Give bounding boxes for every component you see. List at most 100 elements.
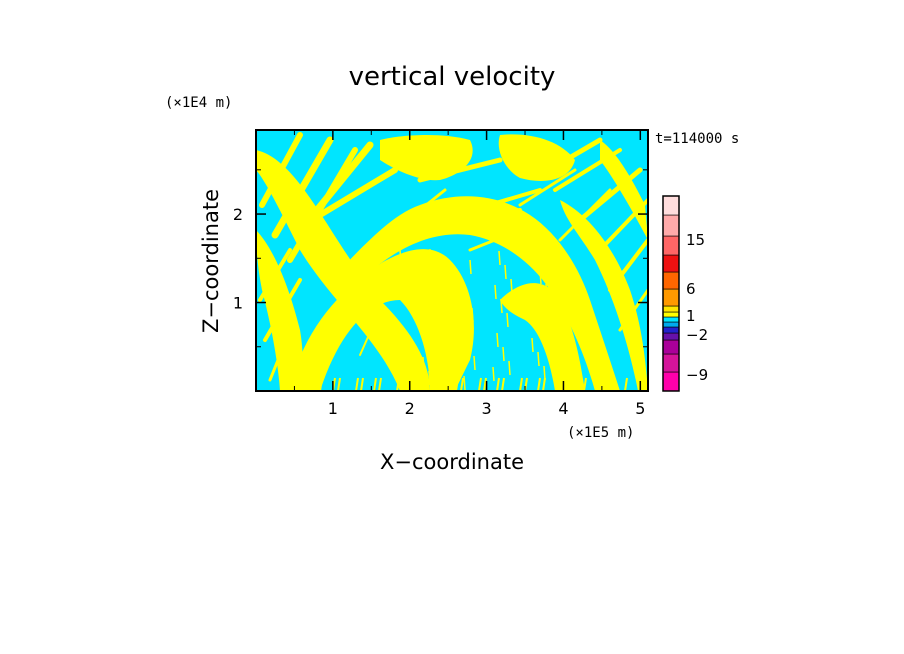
updraft-streak xyxy=(500,298,503,314)
updraft-streak xyxy=(360,377,364,391)
updraft-streak xyxy=(468,228,522,252)
updraft-streak xyxy=(496,377,500,391)
updraft-streak xyxy=(583,377,587,391)
updraft-streak xyxy=(537,351,540,367)
updraft-streak xyxy=(537,137,603,178)
time-label: t=114000 s xyxy=(655,131,739,147)
updraft-streak xyxy=(401,377,405,391)
updraft-streak xyxy=(535,303,538,319)
colorbar-swatch xyxy=(662,332,680,341)
updraft-streak xyxy=(424,274,427,290)
updraft-streak xyxy=(508,360,511,376)
updraft-streak xyxy=(422,356,425,372)
colorbar-swatch xyxy=(662,195,680,216)
updraft-streak xyxy=(624,377,628,391)
plot-frame xyxy=(255,129,649,392)
colorbar-tick-label: 6 xyxy=(686,280,696,298)
updraft-streak xyxy=(301,141,374,229)
x-axis: 1 2 3 4 5 xyxy=(293,130,645,418)
updraft-streak xyxy=(432,336,435,352)
chart-title: vertical velocity xyxy=(349,62,556,92)
colorbar-swatch xyxy=(662,288,680,307)
updraft-streak xyxy=(461,327,464,343)
updraft-streak xyxy=(263,278,302,342)
updraft-streak xyxy=(565,377,569,391)
colorbar-swatch xyxy=(662,235,680,256)
x-tick-label: 1 xyxy=(328,399,338,418)
updraft-streak xyxy=(542,377,546,391)
updraft-streak xyxy=(558,188,612,242)
x-tick-label: 3 xyxy=(481,399,491,418)
updraft-streak xyxy=(426,322,429,338)
updraft-region xyxy=(560,200,648,391)
y-axis: 12 xyxy=(233,169,648,348)
updraft-streak xyxy=(504,264,507,280)
updraft-streak xyxy=(578,377,582,391)
updraft-streak xyxy=(453,188,542,217)
x-scale-note: (×1E5 m) xyxy=(567,425,634,441)
updraft-streak xyxy=(434,254,437,270)
updraft-streak xyxy=(438,208,522,232)
updraft-streak xyxy=(428,370,431,386)
updraft-streak xyxy=(436,302,439,318)
colorbar-tick-label: 15 xyxy=(686,231,705,249)
updraft-streak xyxy=(492,366,495,382)
updraft-streak xyxy=(467,341,470,357)
updraft-streak xyxy=(459,279,462,295)
updraft-streak xyxy=(498,250,501,266)
updraft-streak xyxy=(417,157,503,183)
updraft-streak xyxy=(373,377,377,391)
updraft-streak xyxy=(359,309,381,356)
colorbar-tick-label: −9 xyxy=(686,366,708,384)
updraft-streak xyxy=(560,377,564,391)
updraft-streak xyxy=(598,198,648,252)
updraft-streak xyxy=(442,377,446,391)
x-axis-label: X−coordinate xyxy=(380,450,524,474)
updraft-streak xyxy=(337,377,341,391)
colorbar-swatch xyxy=(662,305,680,313)
updraft-streak xyxy=(541,317,544,333)
updraft-streak xyxy=(420,308,423,324)
updraft-streak xyxy=(502,346,505,362)
updraft-streak xyxy=(463,375,466,391)
updraft-streak xyxy=(543,365,546,381)
updraft-streak xyxy=(531,337,534,353)
colorbar-swatch xyxy=(662,326,680,334)
updraft-streak xyxy=(618,288,648,332)
updraft-streak xyxy=(455,313,458,329)
updraft-streak xyxy=(471,307,474,323)
updraft-region xyxy=(290,249,474,391)
updraft-streak xyxy=(501,377,505,391)
colorbar-swatch xyxy=(662,353,680,373)
colorbar: 15 6 1−2 −9 xyxy=(662,195,708,392)
x-tick-label: 4 xyxy=(558,399,568,418)
updraft-streak xyxy=(533,255,536,271)
updraft-streak xyxy=(317,167,398,218)
updraft-streak xyxy=(418,260,421,276)
updraft-streak xyxy=(319,377,323,391)
updraft-streak xyxy=(469,259,472,275)
updraft-streak xyxy=(465,293,468,309)
colorbar-swatch xyxy=(662,214,680,237)
colorbar-swatch xyxy=(662,316,680,323)
updraft-streak xyxy=(537,377,541,391)
updraft-streak xyxy=(332,237,408,293)
colorbar-tick-label: −2 xyxy=(686,326,708,344)
colorbar-swatch xyxy=(662,311,680,318)
colorbar-swatch xyxy=(662,254,680,273)
updraft-streak xyxy=(419,377,423,391)
velocity-field xyxy=(256,130,648,391)
updraft-streak xyxy=(455,377,459,391)
colorbar-swatch xyxy=(662,271,680,290)
updraft-streak xyxy=(506,312,509,328)
updraft-streak xyxy=(483,377,487,391)
updraft-streak xyxy=(396,377,400,391)
colorbar-swatch xyxy=(662,321,680,328)
updraft-streak xyxy=(437,377,441,391)
updraft-region xyxy=(380,135,473,181)
updraft-streak xyxy=(473,355,476,371)
updraft-streak xyxy=(547,331,550,347)
updraft-streak xyxy=(539,269,542,285)
colorbar-tick-label: 1 xyxy=(686,307,696,325)
updraft-streak xyxy=(355,377,359,391)
